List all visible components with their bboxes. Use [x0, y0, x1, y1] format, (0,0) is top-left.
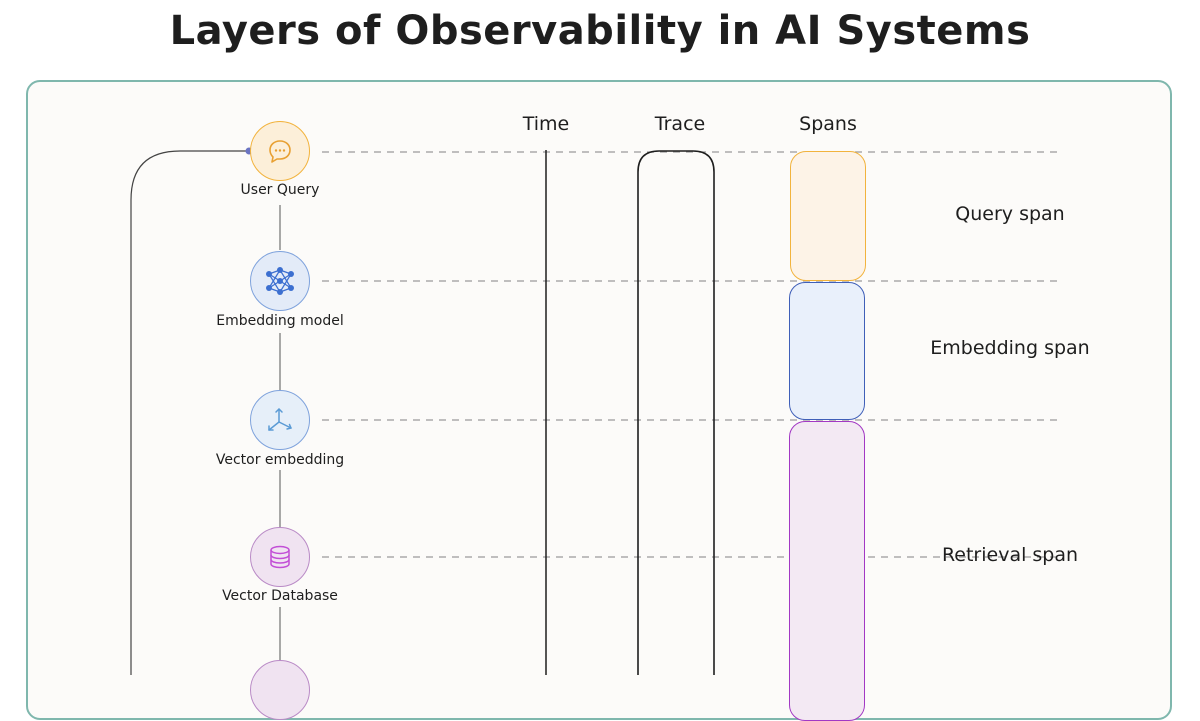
- column-header-spans: Spans: [799, 113, 857, 135]
- embedding-model-node: [250, 251, 310, 311]
- database-icon: [270, 545, 290, 569]
- query-span-label: Query span: [955, 203, 1065, 225]
- user-query-node: [250, 121, 310, 181]
- trace-bar: [637, 150, 715, 675]
- query-span-box: [790, 151, 866, 281]
- column-header-time: Time: [522, 113, 570, 135]
- embedding-span-label: Embedding span: [930, 337, 1090, 359]
- next-node-partial: [250, 660, 310, 720]
- column-header-trace: Trace: [654, 113, 706, 135]
- diagram-panel: [26, 80, 1172, 720]
- neural-network-icon: [266, 267, 294, 295]
- loop-back-connector: [130, 150, 247, 675]
- vector-database-node: [250, 527, 310, 587]
- vector-database-label: Vector Database: [222, 588, 338, 604]
- embedding-span-box: [789, 282, 865, 420]
- page-title: Layers of Observability in AI Systems: [169, 8, 1031, 54]
- axes-3d-icon: [268, 408, 292, 431]
- vector-embedding-label: Vector embedding: [215, 452, 345, 468]
- user-query-label: User Query: [240, 182, 320, 198]
- diagram-lines: [130, 147, 1060, 675]
- embedding-model-label: Embedding model: [216, 313, 344, 329]
- vector-embedding-node: [250, 390, 310, 450]
- retrieval-span-box: [789, 421, 865, 721]
- retrieval-span-label: Retrieval span: [941, 544, 1079, 566]
- chat-bubble-icon: [269, 140, 291, 163]
